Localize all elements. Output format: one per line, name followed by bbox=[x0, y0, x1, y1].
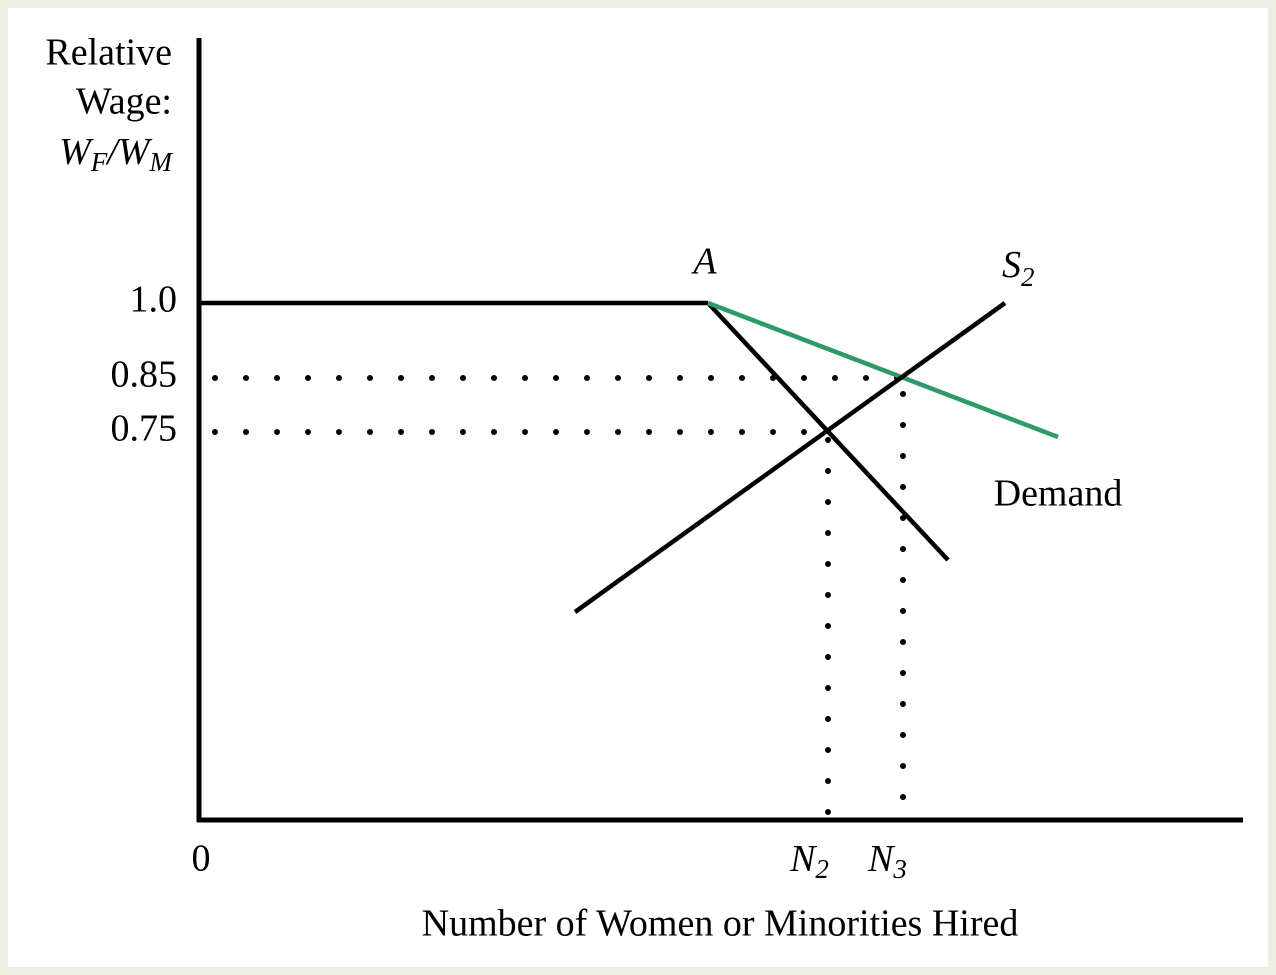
x-label: Number of Women or Minorities Hired bbox=[422, 903, 1019, 945]
y-label: Wage: bbox=[76, 81, 172, 123]
point-label: A bbox=[690, 241, 717, 283]
supply-label: S2 bbox=[1002, 244, 1035, 292]
x-tick-label: N2 bbox=[789, 838, 829, 884]
supply-curve bbox=[573, 301, 1007, 614]
y-tick-label: 0.75 bbox=[111, 408, 178, 450]
x-tick-label: N3 bbox=[867, 838, 907, 884]
new-demand-curve bbox=[707, 300, 1059, 440]
y-formula: WF/WM bbox=[59, 131, 173, 177]
demand-label: Demand bbox=[994, 473, 1123, 515]
origin-label: 0 bbox=[192, 838, 211, 880]
canvas bbox=[8, 8, 1268, 967]
y-tick-label: 0.85 bbox=[111, 354, 178, 396]
y-tick-label: 1.0 bbox=[130, 279, 178, 321]
y-label: Relative bbox=[45, 32, 172, 74]
